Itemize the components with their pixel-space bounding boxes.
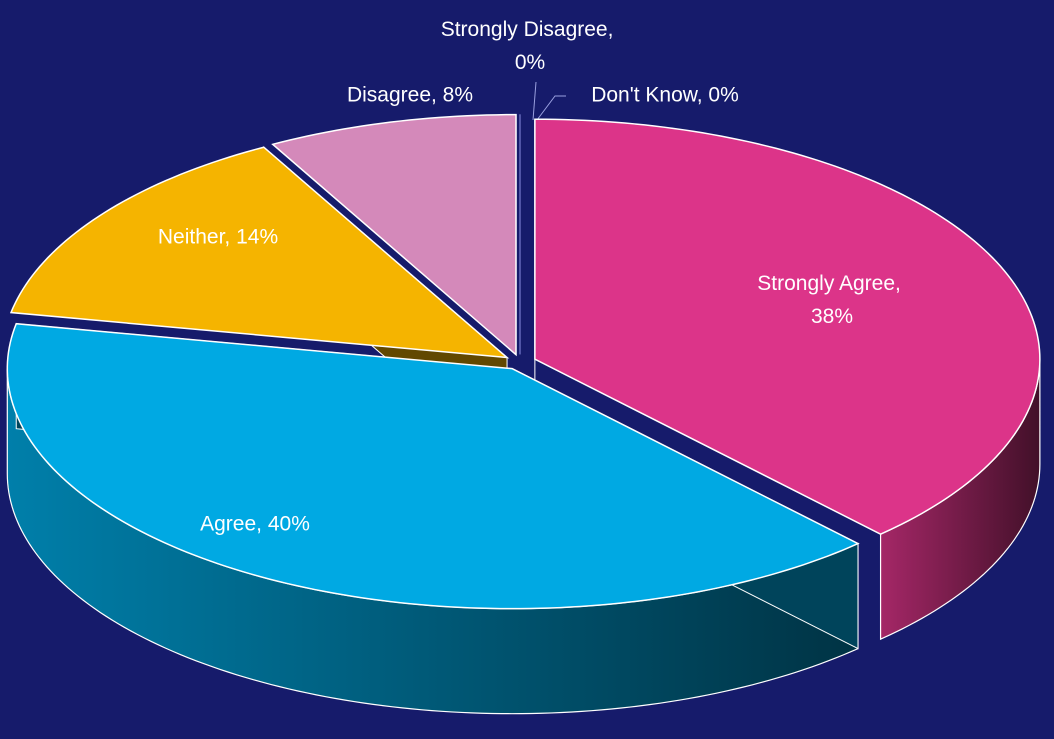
leader-line [532,81,537,121]
slice [534,118,1041,535]
label-line: Strongly Agree, [757,272,906,295]
label-line: Strongly Disagree, [441,18,620,41]
data-label: Disagree, 8% [347,84,473,107]
slice [271,113,517,357]
data-label: Don't Know, 0% [591,84,739,107]
slice [9,146,510,359]
data-label: Strongly Disagree, 0% [441,18,620,74]
data-label: Strongly Agree, 38% [757,272,906,328]
label-line: 0% [515,51,545,74]
slice [6,322,860,610]
data-label: Neither, 14% [158,226,278,249]
label-line: 38% [811,305,853,328]
leader-line [536,95,566,121]
data-label: Agree, 40% [200,513,310,536]
